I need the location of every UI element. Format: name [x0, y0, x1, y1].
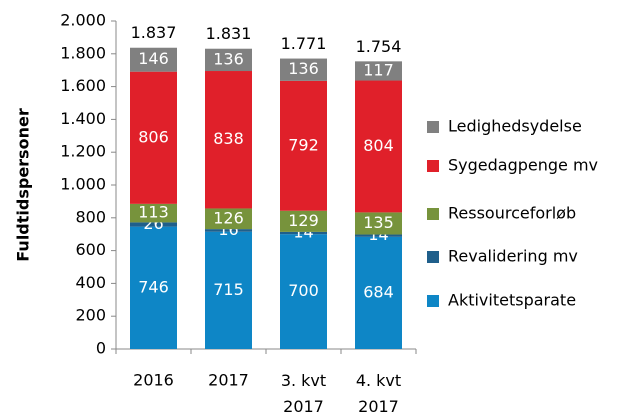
bar-segment — [355, 80, 402, 213]
y-tick-label: 400 — [75, 273, 106, 292]
x-tick-label-line: 2017 — [283, 397, 324, 416]
bar-segment — [205, 229, 252, 232]
y-tick-label: 800 — [75, 207, 106, 226]
legend-label: Ledighedsydelse — [448, 117, 582, 136]
total-label: 1.754 — [356, 37, 402, 56]
bar-segment — [130, 71, 177, 204]
y-axis-label: Fuldtidspersoner — [14, 108, 33, 262]
segment-label: 838 — [213, 129, 244, 148]
y-tick-label: 2.000 — [60, 11, 106, 30]
bar-segment — [205, 208, 252, 230]
total-label: 1.771 — [281, 34, 327, 53]
bar-segment — [280, 80, 327, 211]
segment-label: 129 — [288, 211, 319, 230]
x-tick-label: 3. kvt 2017 — [281, 371, 326, 416]
bar-segment — [280, 58, 327, 81]
legend-swatch — [427, 295, 439, 307]
x-tick-label-line: 4. kvt — [356, 371, 401, 390]
bar-segment — [280, 231, 327, 235]
x-tick-label-line: 2017 — [358, 397, 399, 416]
segment-label: 746 — [138, 277, 169, 296]
bar-segment — [205, 71, 252, 209]
y-tick-label: 200 — [75, 306, 106, 325]
y-tick-label: 1.800 — [60, 43, 106, 62]
legend-swatch — [427, 208, 439, 220]
y-tick-label: 0 — [96, 339, 106, 358]
total-label: 1.837 — [131, 23, 177, 42]
bar-segment — [130, 222, 177, 227]
bar-segment — [130, 226, 177, 349]
bar-segment — [130, 47, 177, 72]
segment-label: 700 — [288, 281, 319, 300]
bar-segment — [280, 234, 327, 349]
legend-swatch — [427, 121, 439, 133]
legend-swatch — [427, 160, 439, 172]
segment-label: 804 — [363, 136, 394, 155]
x-tick-label: 4. kvt 2017 — [356, 371, 401, 416]
bar-segment — [130, 203, 177, 223]
bar-segment — [205, 48, 252, 72]
x-tick-label: 2017 — [208, 371, 249, 390]
legend-label: Revalidering mv — [448, 247, 578, 266]
bar-segment — [280, 210, 327, 232]
bar-segment — [355, 61, 402, 81]
legend-label: Aktivitetsparate — [448, 291, 576, 310]
bar-segment — [355, 234, 402, 237]
segment-label: 684 — [363, 282, 394, 301]
segment-label: 792 — [288, 135, 319, 154]
y-tick-label: 1.200 — [60, 142, 106, 161]
bar-segment — [205, 231, 252, 349]
segment-label: 113 — [138, 203, 169, 222]
y-tick-label: 600 — [75, 240, 106, 259]
segment-label: 715 — [213, 280, 244, 299]
segment-label: 135 — [363, 213, 394, 232]
total-label: 1.831 — [206, 24, 252, 43]
segment-label: 136 — [288, 59, 319, 78]
legend-label: Ressourceforløb — [448, 204, 576, 223]
segment-label: 146 — [138, 49, 169, 68]
bar-segment — [355, 236, 402, 349]
y-tick-label: 1.000 — [60, 175, 106, 194]
segment-label: 806 — [138, 127, 169, 146]
bar-segment — [355, 212, 402, 235]
x-tick-label-line: 3. kvt — [281, 371, 326, 390]
x-tick-label: 2016 — [133, 371, 174, 390]
segment-label: 117 — [363, 60, 394, 79]
y-tick-label: 1.400 — [60, 109, 106, 128]
legend-label: Sygedagpenge mv — [448, 156, 598, 175]
segment-label: 126 — [213, 208, 244, 227]
legend-swatch — [427, 251, 439, 263]
segment-label: 136 — [213, 49, 244, 68]
y-tick-label: 1.600 — [60, 76, 106, 95]
